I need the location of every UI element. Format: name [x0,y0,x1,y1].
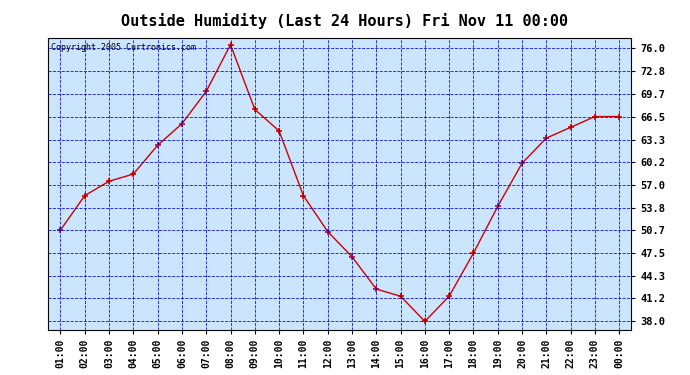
Text: Outside Humidity (Last 24 Hours) Fri Nov 11 00:00: Outside Humidity (Last 24 Hours) Fri Nov… [121,13,569,29]
Text: Copyright 2005 Curtronics.com: Copyright 2005 Curtronics.com [51,44,196,52]
